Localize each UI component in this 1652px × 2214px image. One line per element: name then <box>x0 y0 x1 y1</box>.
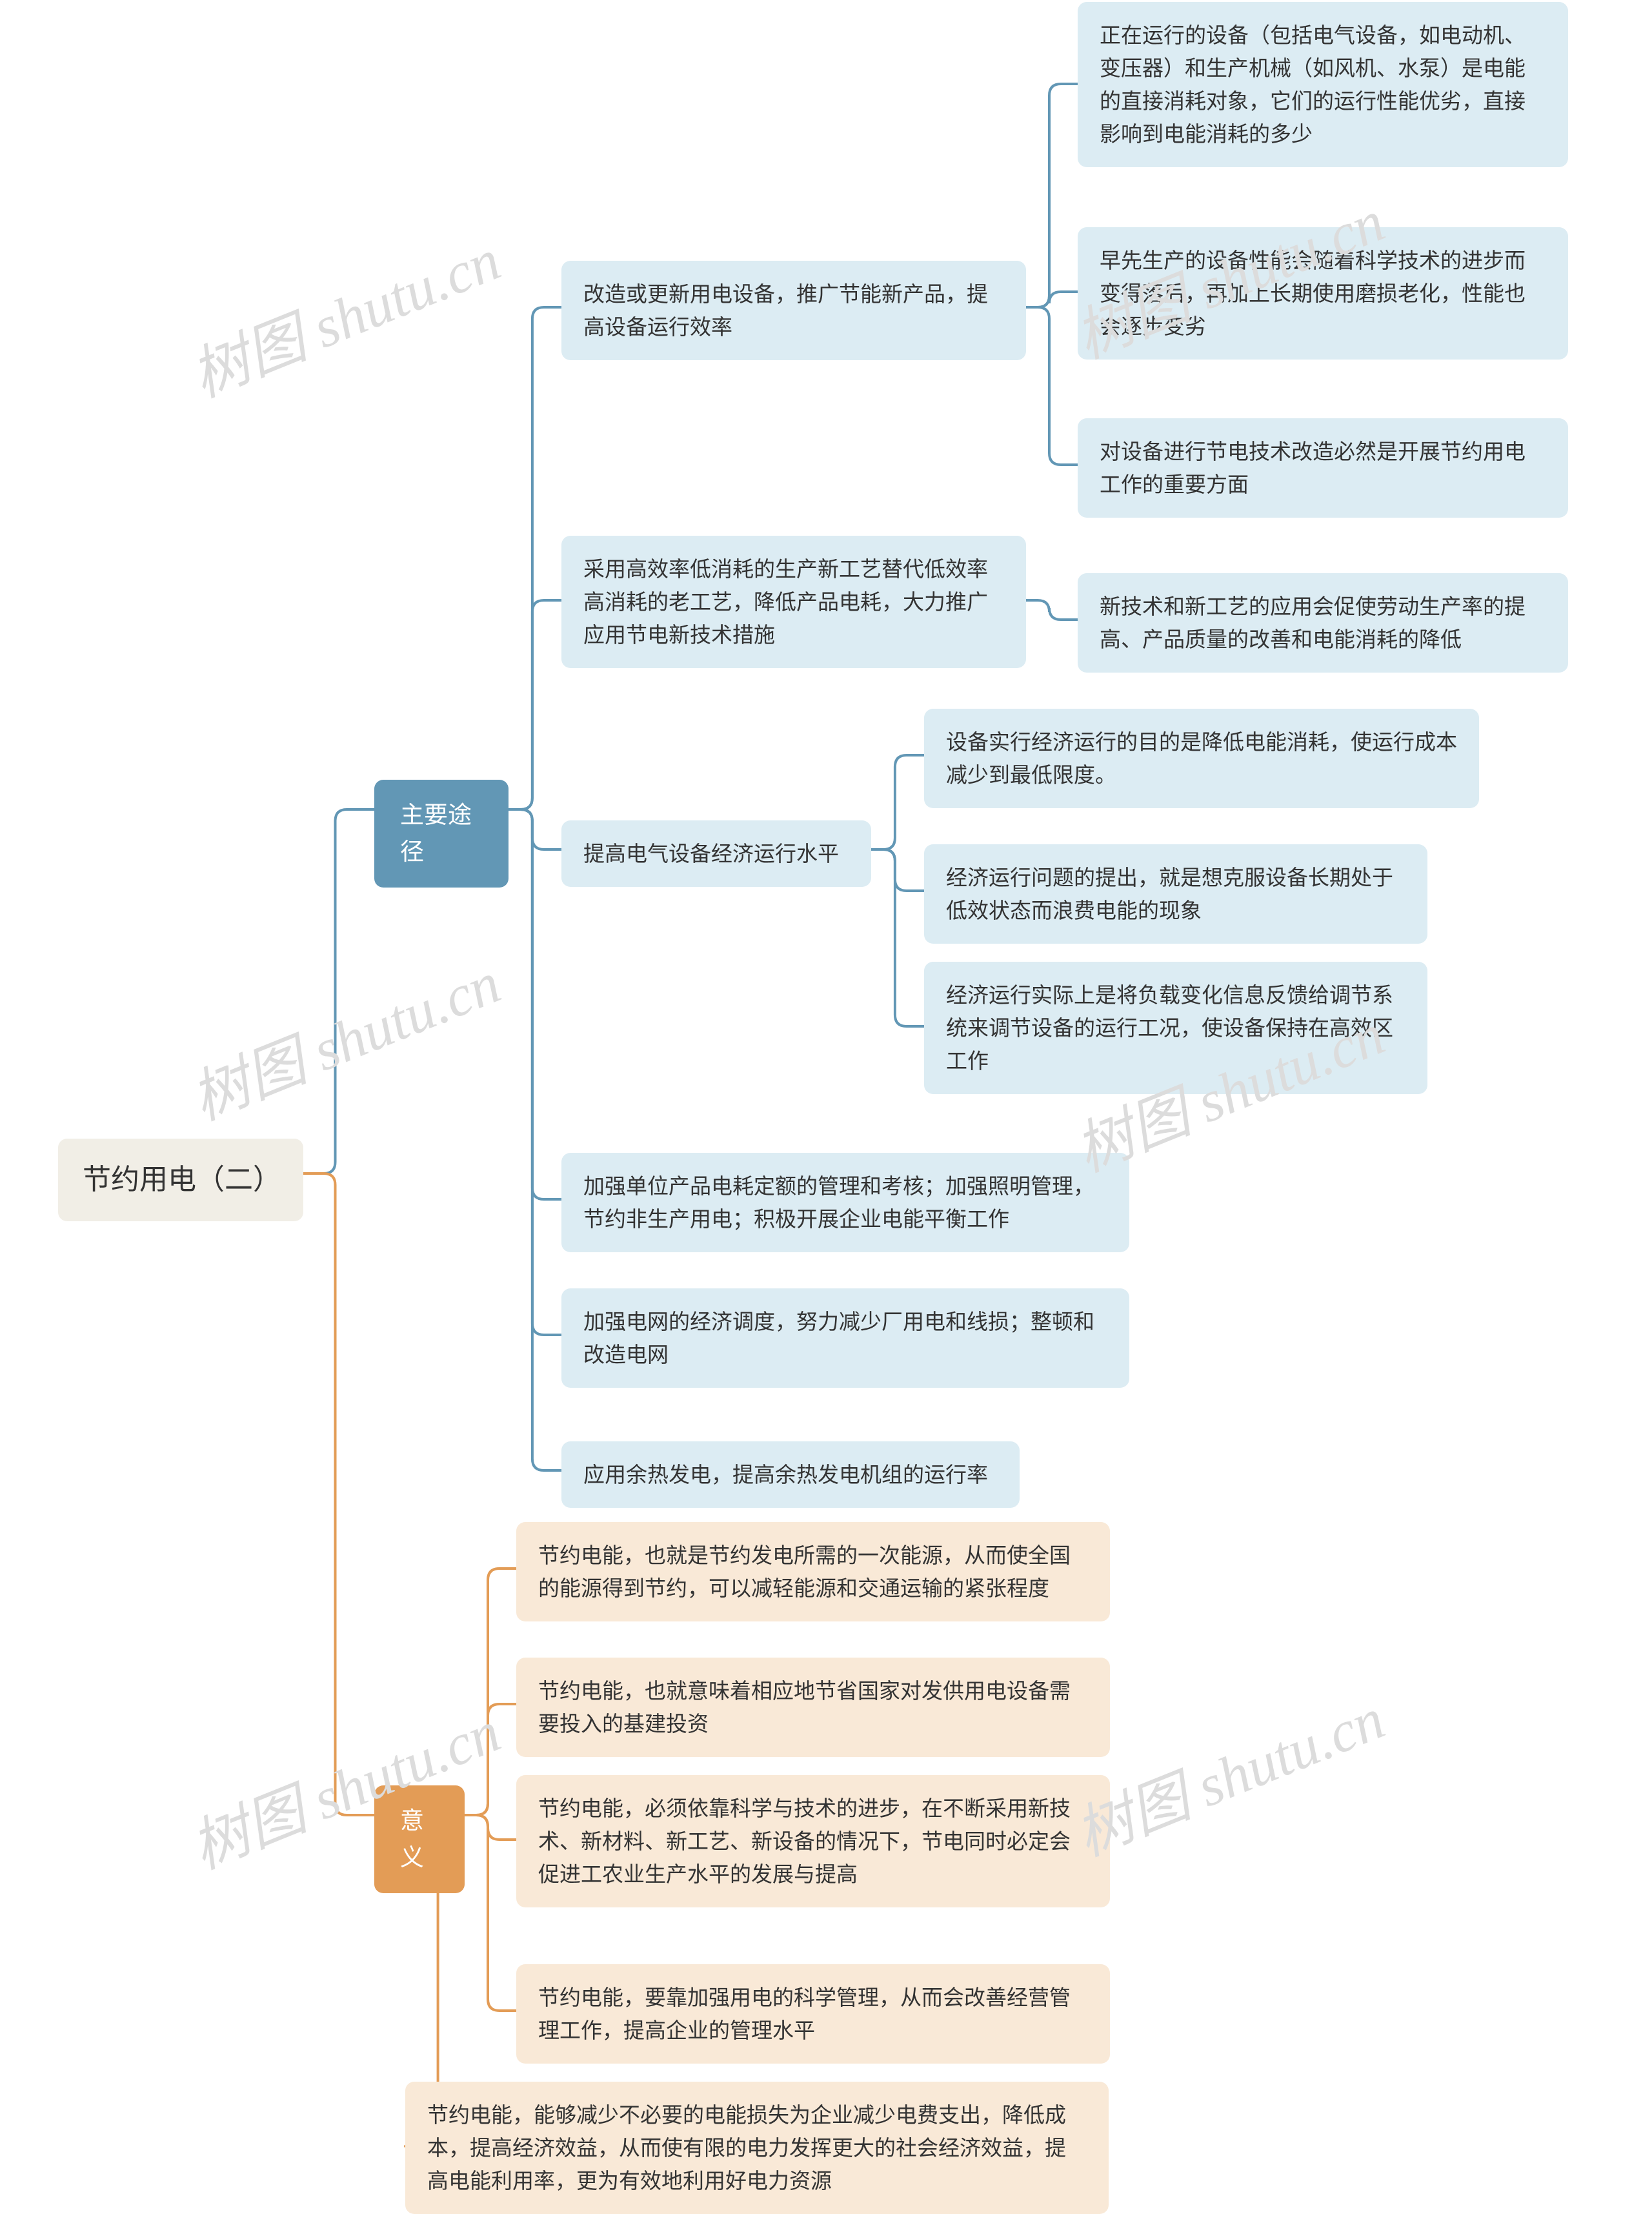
branch-b: 意义 <box>374 1785 465 1893</box>
branch-b-child-2: 节约电能，必须依靠科学与技术的进步，在不断采用新技术、新材料、新工艺、新设备的情… <box>516 1775 1110 1907</box>
watermark: 树图 shutu.cn <box>177 936 510 1136</box>
branch-a: 主要途径 <box>374 780 509 888</box>
branch-a-child-4: 加强电网的经济调度，努力减少厂用电和线损；整顿和改造电网 <box>561 1288 1129 1388</box>
mindmap-canvas: 节约用电（二） 主要途径 改造或更新用电设备，推广节能新产品，提高设备运行效率正在运… <box>0 0 1652 2163</box>
branch-a-child-2: 提高电气设备经济运行水平 <box>561 820 871 887</box>
branch-a-child-3: 加强单位产品电耗定额的管理和考核；加强照明管理，节约非生产用电；积极开展企业电能… <box>561 1153 1129 1252</box>
branch-a-child-0: 改造或更新用电设备，推广节能新产品，提高设备运行效率 <box>561 261 1026 360</box>
branch-a-child-0-sub-0: 正在运行的设备（包括电气设备，如电动机、变压器）和生产机械（如风机、水泵）是电能… <box>1078 2 1568 168</box>
watermark: 树图 shutu.cn <box>1061 1672 1395 1872</box>
branch-a-child-2-sub-1: 经济运行问题的提出，就是想克服设备长期处于低效状态而浪费电能的现象 <box>924 844 1427 944</box>
watermark: 树图 shutu.cn <box>177 213 510 413</box>
branch-a-child-2-sub-2: 经济运行实际上是将负载变化信息反馈给调节系统来调节设备的运行工况，使设备保持在高… <box>924 962 1427 1094</box>
branch-b-child-1: 节约电能，也就意味着相应地节省国家对发供用电设备需要投入的基建投资 <box>516 1658 1110 1757</box>
branch-b-child-4: 节约电能，能够减少不必要的电能损失为企业减少电费支出，降低成本，提高经济效益，从… <box>405 2082 1109 2214</box>
branch-a-child-0-sub-1: 早先生产的设备性能会随着科学技术的进步而变得落后，再加上长期使用磨损老化，性能也… <box>1078 227 1568 360</box>
branch-b-child-3: 节约电能，要靠加强用电的科学管理，从而会改善经营管理工作，提高企业的管理水平 <box>516 1964 1110 2064</box>
branch-a-child-5: 应用余热发电，提高余热发电机组的运行率 <box>561 1441 1020 1508</box>
branch-a-child-0-sub-2: 对设备进行节电技术改造必然是开展节约用电工作的重要方面 <box>1078 418 1568 518</box>
root-node: 节约用电（二） <box>58 1139 303 1221</box>
branch-a-child-1-sub-0: 新技术和新工艺的应用会促使劳动生产率的提高、产品质量的改善和电能消耗的降低 <box>1078 573 1568 673</box>
branch-a-child-1: 采用高效率低消耗的生产新工艺替代低效率高消耗的老工艺，降低产品电耗，大力推广应用… <box>561 536 1026 668</box>
branch-b-child-0: 节约电能，也就是节约发电所需的一次能源，从而使全国的能源得到节约，可以减轻能源和… <box>516 1522 1110 1621</box>
branch-a-child-2-sub-0: 设备实行经济运行的目的是降低电能消耗，使运行成本减少到最低限度。 <box>924 709 1479 808</box>
